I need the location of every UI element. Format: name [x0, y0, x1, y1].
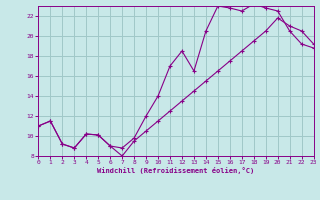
- X-axis label: Windchill (Refroidissement éolien,°C): Windchill (Refroidissement éolien,°C): [97, 167, 255, 174]
